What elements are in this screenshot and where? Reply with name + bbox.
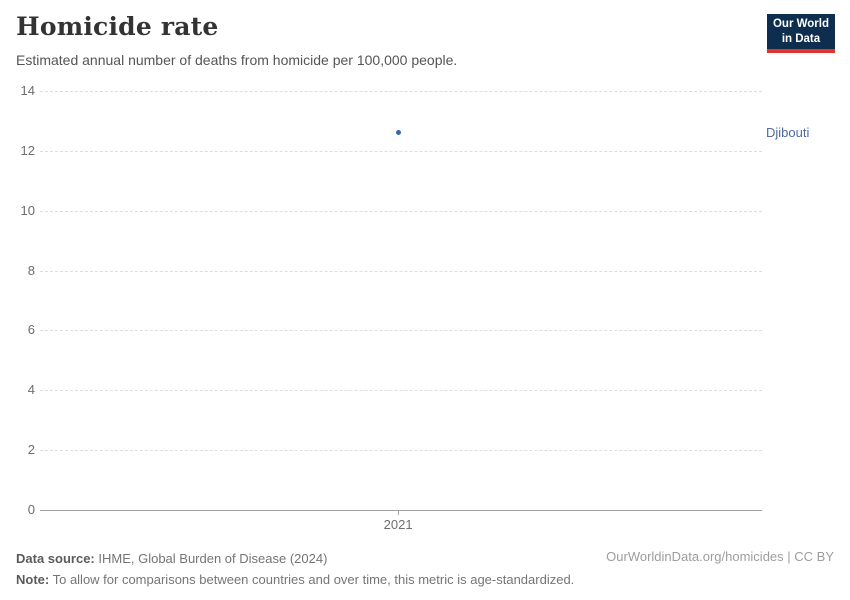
gridline bbox=[40, 270, 762, 272]
y-tick-label: 6 bbox=[27, 322, 35, 338]
data-point-djibouti[interactable] bbox=[395, 130, 401, 136]
gridline bbox=[40, 390, 762, 392]
owid-logo-text: Our World in Data bbox=[772, 18, 829, 45]
gridline bbox=[40, 150, 762, 152]
y-tick-label: 2 bbox=[27, 442, 35, 458]
gridline bbox=[40, 450, 762, 452]
y-tick-label: 10 bbox=[20, 202, 35, 218]
gridline bbox=[40, 91, 762, 92]
x-tick-mark bbox=[398, 510, 400, 515]
y-tick-label: 4 bbox=[27, 382, 35, 398]
gridline bbox=[40, 330, 762, 332]
x-tick-label: 2021 bbox=[383, 517, 413, 532]
entity-label-djibouti[interactable]: Djibouti bbox=[766, 124, 810, 140]
note-line: Note: To allow for comparisons between c… bbox=[16, 569, 574, 590]
page-title: Homicide rate bbox=[16, 12, 219, 41]
data-source-line: Data source: IHME, Global Burden of Dise… bbox=[16, 548, 574, 569]
footer-notes: Data source: IHME, Global Burden of Dise… bbox=[16, 548, 574, 590]
y-tick-label: 12 bbox=[20, 142, 35, 158]
credit-link[interactable]: OurWorldinData.org/homicides | CC BY bbox=[606, 549, 834, 564]
data-source-text: IHME, Global Burden of Disease (2024) bbox=[94, 551, 328, 566]
note-text: To allow for comparisons between countri… bbox=[49, 572, 575, 587]
y-tick-label: 0 bbox=[27, 502, 35, 517]
note-label: Note: bbox=[16, 572, 50, 587]
y-tick-label: 8 bbox=[27, 262, 35, 278]
owid-logo[interactable]: Our World in Data bbox=[767, 14, 835, 53]
y-tick-label: 14 bbox=[20, 83, 35, 98]
data-source-label: Data source: bbox=[16, 551, 95, 566]
gridline bbox=[40, 210, 762, 212]
chart-subtitle: Estimated annual number of deaths from h… bbox=[16, 52, 458, 68]
x-axis-line bbox=[40, 510, 762, 511]
